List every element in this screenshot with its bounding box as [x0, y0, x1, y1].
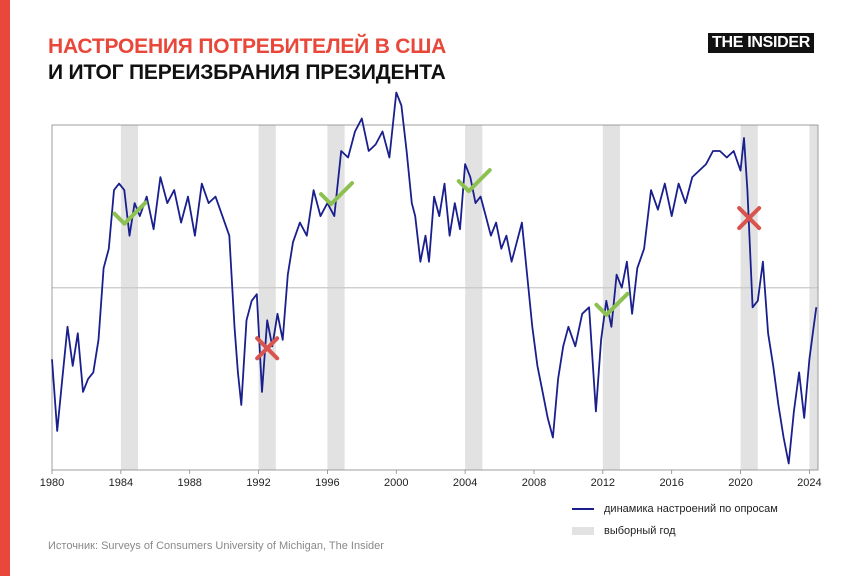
outcome-marks	[112, 168, 762, 361]
x-tick-label-1980: 1980	[40, 477, 64, 489]
plot-border	[51, 124, 819, 471]
x-tick-label-2012: 2012	[591, 477, 615, 489]
x-tick-label-2004: 2004	[453, 477, 477, 489]
page-title: НАСТРОЕНИЯ ПОТРЕБИТЕЛЕЙ В США И ИТОГ ПЕР…	[48, 34, 446, 86]
cross-icon	[737, 206, 762, 231]
cross-icon	[255, 336, 280, 361]
legend-band-label: выборный год	[604, 525, 676, 537]
source-note: Источник: Surveys of Consumers Universit…	[48, 540, 384, 552]
title-line-1: НАСТРОЕНИЯ ПОТРЕБИТЕЛЕЙ В США	[48, 35, 447, 58]
sentiment-series	[51, 91, 818, 465]
election-band-1984	[120, 125, 139, 470]
x-axis: 1980 1984 1988 1992 1996 2000 2004 2008 2012 2016…	[40, 470, 822, 489]
title-line-2: И ИТОГ ПЕРЕИЗБРАНИЯ ПРЕЗИДЕНТА	[48, 61, 446, 84]
accent-bar	[0, 0, 10, 576]
legend-line-swatch	[572, 508, 594, 510]
check-icon	[456, 168, 492, 194]
election-band-2004	[465, 125, 483, 470]
x-tick-label-2024: 2024	[797, 477, 821, 489]
plot-frame	[51, 124, 819, 471]
x-tick-label-1992: 1992	[246, 477, 270, 489]
election-band-2024	[809, 125, 818, 470]
election-band-1996	[327, 125, 345, 470]
check-icon	[319, 181, 355, 207]
x-tick-label-1996: 1996	[315, 477, 339, 489]
check-icon	[112, 200, 148, 226]
election-band-1992	[258, 125, 276, 470]
legend-band-swatch	[572, 527, 594, 535]
x-tick-label-2008: 2008	[522, 477, 546, 489]
x-tick-label-2000: 2000	[384, 477, 408, 489]
x-tick-label-1984: 1984	[109, 477, 133, 489]
election-band-2012	[602, 125, 621, 470]
x-tick-label-2020: 2020	[728, 477, 752, 489]
brand-logo: THE INSIDER	[708, 33, 815, 53]
election-band-2020	[740, 125, 758, 470]
x-tick-label-2016: 2016	[659, 477, 683, 489]
sentiment-line	[51, 91, 818, 465]
check-icon	[594, 291, 630, 317]
x-tick-label-1988: 1988	[177, 477, 201, 489]
legend-line-label: динамика настроений по опросам	[604, 503, 778, 515]
